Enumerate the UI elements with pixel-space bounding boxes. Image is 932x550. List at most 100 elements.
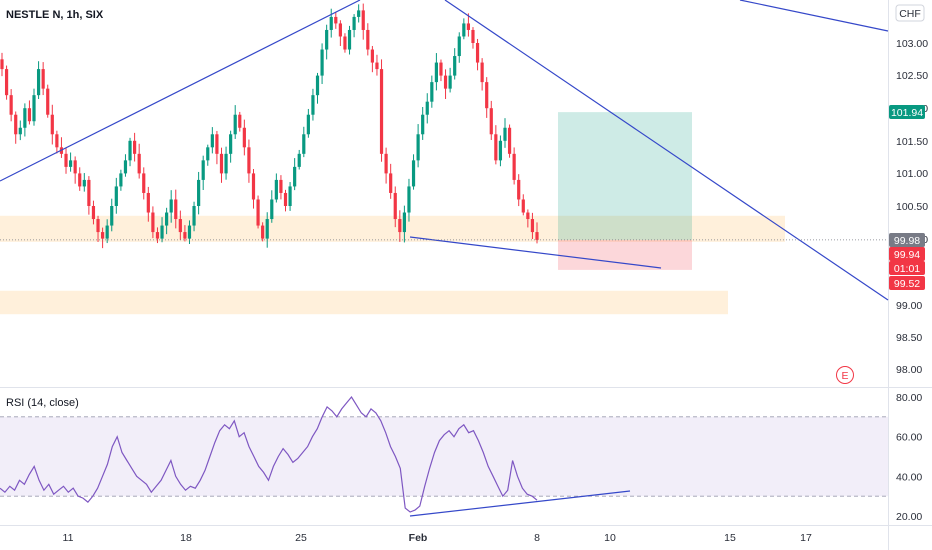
candle[interactable] bbox=[119, 173, 123, 187]
candle[interactable] bbox=[233, 114, 237, 135]
candle[interactable] bbox=[133, 140, 137, 154]
candle[interactable] bbox=[187, 225, 192, 239]
candle[interactable] bbox=[165, 212, 169, 226]
candle[interactable] bbox=[46, 88, 50, 115]
candle[interactable] bbox=[36, 69, 41, 96]
currency-badge[interactable]: CHF bbox=[895, 4, 925, 22]
candle[interactable] bbox=[448, 75, 452, 89]
trendline[interactable] bbox=[0, 0, 361, 182]
candle[interactable] bbox=[352, 16, 356, 30]
candle[interactable] bbox=[73, 160, 77, 174]
candle[interactable] bbox=[334, 16, 338, 24]
candle[interactable] bbox=[55, 134, 59, 148]
candle[interactable] bbox=[251, 173, 256, 200]
candle[interactable] bbox=[366, 29, 370, 50]
candle[interactable] bbox=[475, 43, 480, 63]
candle[interactable] bbox=[480, 62, 484, 83]
candle[interactable] bbox=[32, 95, 36, 122]
candle[interactable] bbox=[384, 153, 388, 174]
candle[interactable] bbox=[315, 75, 320, 96]
candle[interactable] bbox=[64, 153, 68, 167]
candle[interactable] bbox=[402, 212, 406, 233]
candle[interactable] bbox=[306, 114, 310, 135]
trendline[interactable] bbox=[444, 0, 889, 301]
candle[interactable] bbox=[453, 56, 457, 76]
candle[interactable] bbox=[201, 160, 205, 180]
candle[interactable] bbox=[238, 114, 242, 128]
candle[interactable] bbox=[256, 199, 260, 226]
candle[interactable] bbox=[110, 206, 114, 226]
candle[interactable] bbox=[105, 225, 109, 239]
candle[interactable] bbox=[197, 179, 201, 206]
candle[interactable] bbox=[526, 212, 530, 220]
candle[interactable] bbox=[265, 219, 269, 239]
trendline[interactable] bbox=[409, 490, 631, 517]
candle[interactable] bbox=[146, 192, 150, 213]
candle[interactable] bbox=[279, 179, 283, 193]
candle[interactable] bbox=[425, 101, 429, 115]
candle[interactable] bbox=[512, 153, 516, 180]
position-target-zone[interactable] bbox=[558, 112, 692, 240]
trendline[interactable] bbox=[739, 0, 889, 32]
candle[interactable] bbox=[283, 192, 288, 206]
candle[interactable] bbox=[288, 186, 292, 206]
candle[interactable] bbox=[82, 179, 86, 187]
candle[interactable] bbox=[100, 232, 105, 239]
candle[interactable] bbox=[270, 199, 274, 220]
candle[interactable] bbox=[4, 69, 9, 96]
candle[interactable] bbox=[430, 82, 434, 102]
position-stop-zone[interactable] bbox=[558, 239, 692, 270]
candle[interactable] bbox=[87, 179, 91, 206]
candle[interactable] bbox=[27, 108, 32, 122]
candle[interactable] bbox=[9, 95, 13, 115]
candle[interactable] bbox=[439, 62, 443, 76]
candle[interactable] bbox=[206, 147, 210, 161]
candle[interactable] bbox=[247, 147, 251, 174]
candle[interactable] bbox=[41, 69, 45, 89]
candle[interactable] bbox=[183, 232, 187, 239]
candle[interactable] bbox=[68, 160, 73, 167]
candle[interactable] bbox=[521, 199, 525, 213]
candle[interactable] bbox=[50, 114, 54, 135]
candle[interactable] bbox=[219, 153, 224, 174]
candle[interactable] bbox=[137, 153, 141, 174]
earnings-icon[interactable]: E bbox=[836, 366, 854, 384]
candle[interactable] bbox=[192, 206, 196, 226]
trendline[interactable] bbox=[409, 236, 662, 269]
candle[interactable] bbox=[357, 10, 361, 17]
candle[interactable] bbox=[320, 49, 324, 76]
candle[interactable] bbox=[78, 173, 82, 187]
rsi-line[interactable] bbox=[0, 395, 538, 513]
candle[interactable] bbox=[174, 199, 178, 220]
candle[interactable] bbox=[530, 219, 535, 233]
candle[interactable] bbox=[471, 29, 475, 43]
candle[interactable] bbox=[311, 95, 315, 115]
candle[interactable] bbox=[485, 82, 489, 109]
candle[interactable] bbox=[498, 140, 503, 161]
candle[interactable] bbox=[503, 127, 507, 141]
candle[interactable] bbox=[242, 127, 246, 148]
candle[interactable] bbox=[507, 127, 512, 154]
candle[interactable] bbox=[215, 134, 219, 154]
support-zone[interactable] bbox=[0, 290, 728, 315]
candle[interactable] bbox=[375, 62, 379, 70]
candle[interactable] bbox=[128, 140, 132, 161]
candle[interactable] bbox=[517, 179, 521, 200]
candle[interactable] bbox=[343, 36, 347, 50]
candle[interactable] bbox=[443, 75, 448, 89]
candle[interactable] bbox=[151, 212, 155, 233]
candle[interactable] bbox=[18, 127, 22, 135]
candle[interactable] bbox=[178, 219, 182, 233]
candle[interactable] bbox=[114, 186, 118, 206]
candle[interactable] bbox=[379, 69, 384, 154]
candle[interactable] bbox=[293, 166, 297, 187]
candle[interactable] bbox=[494, 134, 498, 161]
candle[interactable] bbox=[411, 160, 416, 187]
candle[interactable] bbox=[466, 23, 471, 30]
candle[interactable] bbox=[0, 59, 4, 70]
candle[interactable] bbox=[142, 173, 146, 193]
candle[interactable] bbox=[407, 186, 411, 213]
candle[interactable] bbox=[462, 23, 466, 37]
candle[interactable] bbox=[457, 36, 461, 57]
